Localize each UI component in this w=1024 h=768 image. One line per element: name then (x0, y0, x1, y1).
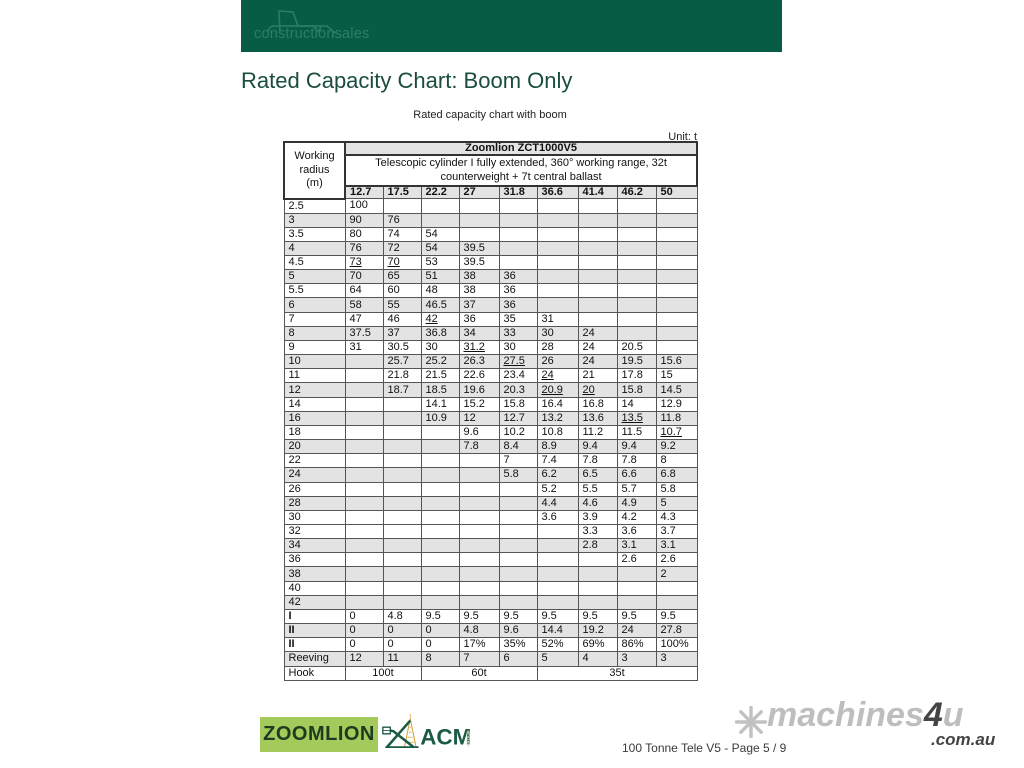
svg-text:GROUP: GROUP (466, 730, 471, 747)
svg-text:ACM: ACM (420, 725, 471, 750)
